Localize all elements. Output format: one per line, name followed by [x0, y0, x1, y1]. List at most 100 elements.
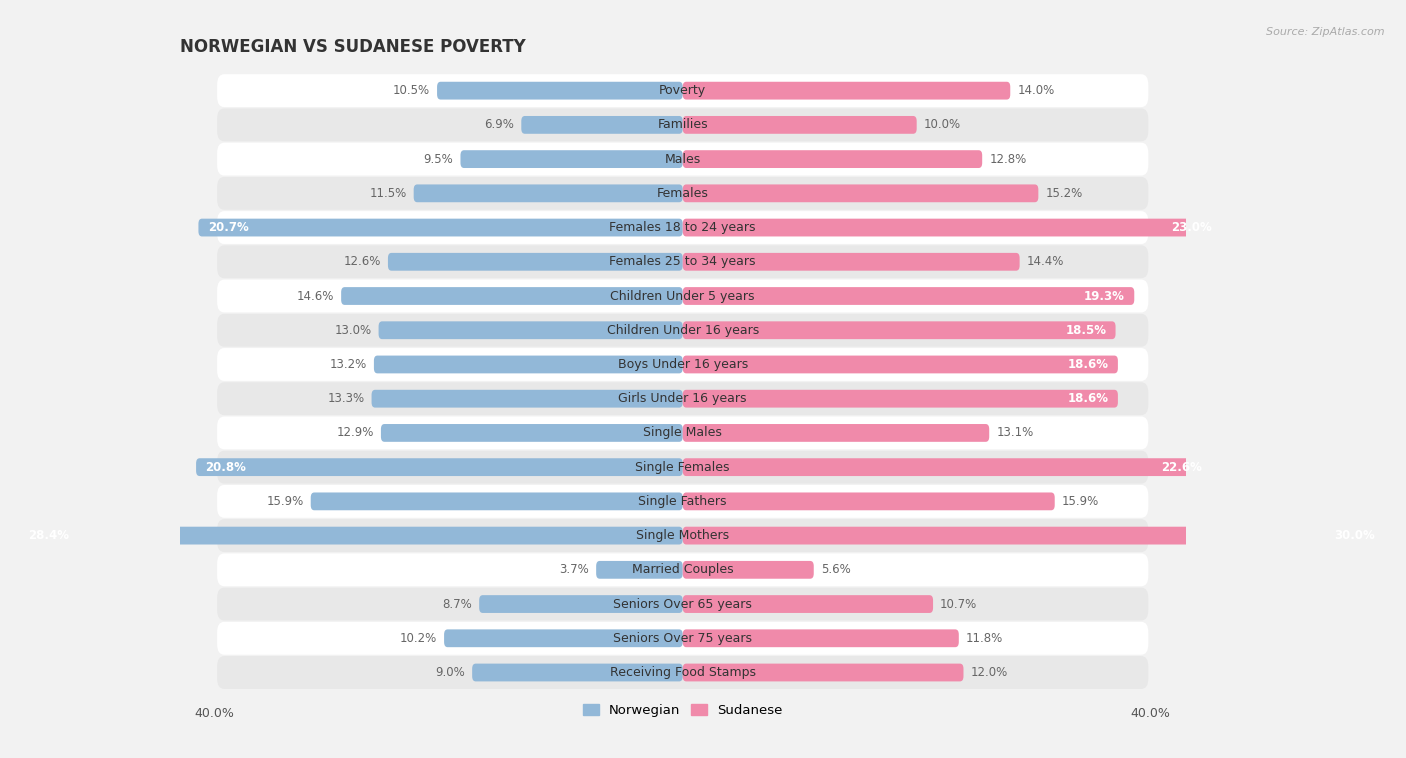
Text: Poverty: Poverty — [659, 84, 706, 97]
Text: 13.3%: 13.3% — [328, 392, 364, 406]
FancyBboxPatch shape — [217, 246, 1149, 278]
FancyBboxPatch shape — [371, 390, 683, 408]
FancyBboxPatch shape — [217, 519, 1149, 552]
FancyBboxPatch shape — [683, 253, 1019, 271]
Text: Single Males: Single Males — [644, 427, 723, 440]
FancyBboxPatch shape — [18, 527, 683, 544]
Text: 20.8%: 20.8% — [205, 461, 246, 474]
Text: 18.6%: 18.6% — [1067, 392, 1108, 406]
FancyBboxPatch shape — [683, 459, 1212, 476]
Text: Single Fathers: Single Fathers — [638, 495, 727, 508]
FancyBboxPatch shape — [374, 356, 683, 374]
FancyBboxPatch shape — [217, 485, 1149, 518]
FancyBboxPatch shape — [381, 424, 683, 442]
Text: 9.5%: 9.5% — [423, 152, 454, 165]
FancyBboxPatch shape — [683, 184, 1039, 202]
Text: 9.0%: 9.0% — [436, 666, 465, 679]
Text: 6.9%: 6.9% — [485, 118, 515, 131]
FancyBboxPatch shape — [388, 253, 683, 271]
FancyBboxPatch shape — [683, 629, 959, 647]
FancyBboxPatch shape — [683, 595, 934, 613]
Text: Married Couples: Married Couples — [631, 563, 734, 576]
Text: Single Mothers: Single Mothers — [636, 529, 730, 542]
Text: 8.7%: 8.7% — [443, 597, 472, 610]
Text: Girls Under 16 years: Girls Under 16 years — [619, 392, 747, 406]
Text: 12.9%: 12.9% — [336, 427, 374, 440]
Text: Females 25 to 34 years: Females 25 to 34 years — [609, 255, 756, 268]
Text: 10.7%: 10.7% — [941, 597, 977, 610]
FancyBboxPatch shape — [596, 561, 683, 578]
FancyBboxPatch shape — [683, 424, 990, 442]
FancyBboxPatch shape — [479, 595, 683, 613]
FancyBboxPatch shape — [683, 150, 983, 168]
FancyBboxPatch shape — [683, 287, 1135, 305]
Text: 15.9%: 15.9% — [1062, 495, 1099, 508]
FancyBboxPatch shape — [311, 493, 683, 510]
Text: 23.0%: 23.0% — [1171, 221, 1212, 234]
Text: 11.5%: 11.5% — [370, 186, 406, 200]
FancyBboxPatch shape — [217, 382, 1149, 415]
Text: 14.6%: 14.6% — [297, 290, 335, 302]
Text: 18.6%: 18.6% — [1067, 358, 1108, 371]
Text: 20.7%: 20.7% — [208, 221, 249, 234]
Text: 12.0%: 12.0% — [970, 666, 1008, 679]
Text: Boys Under 16 years: Boys Under 16 years — [617, 358, 748, 371]
FancyBboxPatch shape — [683, 493, 1054, 510]
FancyBboxPatch shape — [217, 451, 1149, 484]
Text: 30.0%: 30.0% — [1334, 529, 1375, 542]
Text: 5.6%: 5.6% — [821, 563, 851, 576]
Text: 14.4%: 14.4% — [1026, 255, 1064, 268]
FancyBboxPatch shape — [217, 143, 1149, 176]
FancyBboxPatch shape — [413, 184, 683, 202]
FancyBboxPatch shape — [522, 116, 683, 133]
Text: 10.0%: 10.0% — [924, 118, 960, 131]
Legend: Norwegian, Sudanese: Norwegian, Sudanese — [578, 699, 787, 722]
FancyBboxPatch shape — [683, 527, 1385, 544]
FancyBboxPatch shape — [217, 416, 1149, 449]
Text: Seniors Over 65 years: Seniors Over 65 years — [613, 597, 752, 610]
FancyBboxPatch shape — [217, 622, 1149, 655]
FancyBboxPatch shape — [217, 108, 1149, 141]
FancyBboxPatch shape — [217, 280, 1149, 312]
Text: Children Under 16 years: Children Under 16 years — [606, 324, 759, 337]
FancyBboxPatch shape — [683, 356, 1118, 374]
FancyBboxPatch shape — [342, 287, 683, 305]
Text: 13.1%: 13.1% — [997, 427, 1033, 440]
FancyBboxPatch shape — [195, 459, 683, 476]
Text: 13.2%: 13.2% — [329, 358, 367, 371]
FancyBboxPatch shape — [217, 348, 1149, 381]
Text: 13.0%: 13.0% — [335, 324, 371, 337]
FancyBboxPatch shape — [444, 629, 683, 647]
Text: Females 18 to 24 years: Females 18 to 24 years — [609, 221, 756, 234]
FancyBboxPatch shape — [217, 553, 1149, 586]
Text: 28.4%: 28.4% — [28, 529, 69, 542]
FancyBboxPatch shape — [472, 663, 683, 681]
FancyBboxPatch shape — [437, 82, 683, 99]
Text: 10.2%: 10.2% — [399, 631, 437, 645]
Text: NORWEGIAN VS SUDANESE POVERTY: NORWEGIAN VS SUDANESE POVERTY — [180, 38, 526, 56]
FancyBboxPatch shape — [217, 314, 1149, 346]
FancyBboxPatch shape — [683, 218, 1220, 236]
Text: 11.8%: 11.8% — [966, 631, 1002, 645]
Text: 14.0%: 14.0% — [1018, 84, 1054, 97]
Text: Single Females: Single Females — [636, 461, 730, 474]
Text: Females: Females — [657, 186, 709, 200]
Text: 15.9%: 15.9% — [267, 495, 304, 508]
Text: Receiving Food Stamps: Receiving Food Stamps — [610, 666, 756, 679]
FancyBboxPatch shape — [683, 82, 1011, 99]
FancyBboxPatch shape — [683, 116, 917, 133]
Text: 12.8%: 12.8% — [990, 152, 1026, 165]
FancyBboxPatch shape — [198, 218, 683, 236]
FancyBboxPatch shape — [217, 587, 1149, 621]
Text: Families: Families — [658, 118, 709, 131]
Text: 18.5%: 18.5% — [1066, 324, 1107, 337]
Text: 10.5%: 10.5% — [392, 84, 430, 97]
Text: Source: ZipAtlas.com: Source: ZipAtlas.com — [1267, 27, 1385, 36]
Text: 22.6%: 22.6% — [1161, 461, 1202, 474]
Text: Seniors Over 75 years: Seniors Over 75 years — [613, 631, 752, 645]
FancyBboxPatch shape — [683, 663, 963, 681]
Text: 3.7%: 3.7% — [560, 563, 589, 576]
FancyBboxPatch shape — [683, 321, 1115, 339]
Text: 12.6%: 12.6% — [343, 255, 381, 268]
Text: Males: Males — [665, 152, 700, 165]
